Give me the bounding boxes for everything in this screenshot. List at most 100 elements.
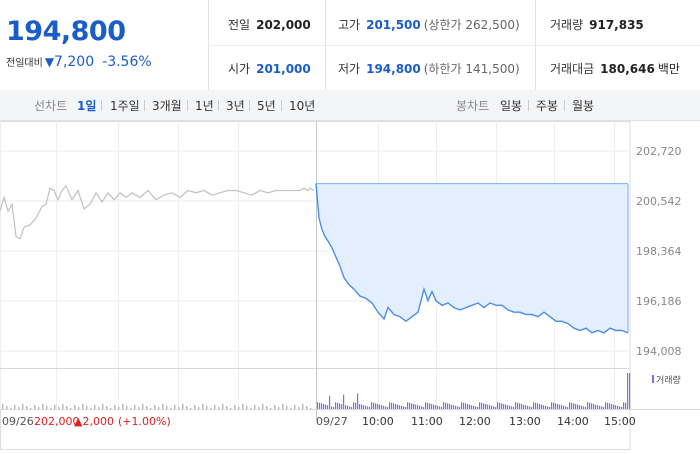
prev-volume-bar bbox=[102, 404, 104, 409]
tab-3m[interactable]: 3개월 bbox=[152, 99, 182, 113]
tab-1w[interactable]: 1주일 bbox=[110, 99, 140, 113]
today-volume-bar bbox=[533, 402, 535, 409]
today-volume-bar bbox=[489, 405, 491, 409]
today-volume-bar bbox=[587, 402, 589, 409]
tab-1y[interactable]: 1년 bbox=[195, 99, 214, 113]
today-volume-bar bbox=[417, 405, 419, 409]
today-volume-bar bbox=[365, 405, 367, 409]
tab-separator bbox=[218, 100, 219, 111]
today-volume-bar bbox=[413, 404, 415, 409]
today-volume-bar bbox=[457, 406, 459, 409]
today-volume-bar bbox=[329, 395, 331, 409]
today-volume-bar bbox=[395, 404, 397, 409]
today-volume-bar bbox=[439, 406, 441, 409]
tab-daily[interactable]: 일봉 bbox=[500, 99, 523, 113]
today-volume-bar bbox=[613, 404, 615, 409]
today-volume-bar bbox=[589, 402, 591, 409]
prev-volume-bar bbox=[278, 407, 280, 409]
today-volume-bar bbox=[471, 405, 473, 409]
today-volume-bar bbox=[367, 406, 369, 409]
prev-volume-bar bbox=[138, 407, 140, 409]
today-volume-bar bbox=[537, 403, 539, 409]
today-volume-bar bbox=[491, 405, 493, 409]
prev-volume-bar bbox=[150, 408, 152, 409]
change-label: 전일대비 bbox=[6, 58, 43, 69]
today-volume-bar bbox=[567, 407, 569, 409]
today-volume-bar bbox=[337, 402, 339, 409]
today-volume-bar bbox=[503, 404, 505, 409]
today-volume-bar bbox=[391, 402, 393, 409]
today-volume-bar bbox=[575, 404, 577, 409]
today-volume-bar bbox=[349, 406, 351, 409]
today-volume-bar bbox=[427, 402, 429, 409]
price-box: 194,800 전일대비 ▼7,200 -3.56% bbox=[0, 0, 209, 90]
today-volume-bar bbox=[541, 404, 543, 409]
stat-high: 고가 201,500 (상한가 262,500) bbox=[338, 18, 520, 32]
today-volume-bar bbox=[549, 407, 551, 409]
prev-volume-bar bbox=[18, 407, 20, 409]
today-volume-bar bbox=[581, 405, 583, 409]
prev-volume-bar bbox=[306, 406, 308, 409]
today-volume-bar bbox=[521, 404, 523, 409]
today-volume-bar bbox=[325, 404, 327, 409]
prev-volume-bar bbox=[166, 406, 168, 409]
y-tick-label: 196,186 bbox=[636, 295, 682, 308]
tab-1d[interactable]: 1일 bbox=[77, 99, 97, 113]
tab-3y[interactable]: 3년 bbox=[226, 99, 245, 113]
today-volume-bar bbox=[377, 404, 379, 409]
prev-volume-bar bbox=[206, 406, 208, 409]
prev-volume-bar bbox=[214, 405, 216, 409]
today-volume-bar bbox=[353, 402, 355, 409]
today-volume-bar bbox=[389, 402, 391, 409]
y-tick-label: 198,364 bbox=[636, 245, 682, 258]
today-volume-bar bbox=[441, 407, 443, 409]
prev-volume-bar bbox=[78, 407, 80, 409]
tab-5y[interactable]: 5년 bbox=[257, 99, 276, 113]
time-tick-label: 10:00 bbox=[362, 415, 394, 428]
candle-chart-label: 봉차트 bbox=[456, 99, 490, 113]
prev-volume-bar bbox=[238, 407, 240, 409]
prev-volume-bar bbox=[22, 404, 24, 409]
today-volume-bar bbox=[465, 403, 467, 409]
today-volume-bar bbox=[579, 405, 581, 409]
prev-volume-bar bbox=[266, 406, 268, 409]
prev-volume-bar bbox=[26, 406, 28, 409]
prev-volume-bar bbox=[142, 404, 144, 409]
today-volume-bar bbox=[545, 405, 547, 409]
tab-monthly[interactable]: 월봉 bbox=[572, 99, 595, 113]
prev-volume-bar bbox=[70, 408, 72, 409]
prev-volume-bar bbox=[122, 404, 124, 409]
change-percent: -3.56% bbox=[102, 54, 152, 70]
tab-separator bbox=[144, 100, 145, 111]
prev-volume-bar bbox=[302, 404, 304, 409]
today-volume-bar bbox=[519, 403, 521, 409]
tab-weekly[interactable]: 주봉 bbox=[536, 99, 559, 113]
prev-volume-bar bbox=[274, 405, 276, 409]
today-volume-bar bbox=[453, 405, 455, 409]
down-arrow-icon: ▼ bbox=[44, 55, 55, 69]
prev-change-label: ▲2,000 bbox=[74, 415, 114, 428]
prev-volume-bar bbox=[270, 408, 272, 409]
prev-volume-bar bbox=[146, 406, 148, 409]
today-volume-bar bbox=[569, 402, 571, 409]
today-volume-bar bbox=[623, 402, 625, 409]
chart-period-tabs: 선차트 1일 1주일 3개월 1년 3년 5년 10년 봉차트 일봉 주봉 월봉 bbox=[0, 90, 700, 121]
prev-volume-bar bbox=[58, 407, 60, 409]
today-volume-bar bbox=[603, 407, 605, 409]
prev-volume-bar bbox=[234, 405, 236, 409]
today-volume-bar bbox=[361, 404, 363, 409]
tab-separator bbox=[249, 100, 250, 111]
today-volume-bar bbox=[629, 373, 631, 409]
today-volume-bar bbox=[429, 403, 431, 409]
prev-volume-bar bbox=[294, 405, 296, 409]
today-volume-bar bbox=[487, 404, 489, 409]
today-volume-bar bbox=[597, 405, 599, 409]
today-volume-bar bbox=[607, 402, 609, 409]
today-volume-bar bbox=[379, 404, 381, 409]
today-volume-bar bbox=[599, 405, 601, 409]
today-volume-bar bbox=[403, 406, 405, 409]
tab-10y[interactable]: 10년 bbox=[289, 99, 316, 113]
today-volume-bar bbox=[351, 407, 353, 409]
prev-volume-bar bbox=[170, 408, 172, 409]
prev-volume-bar bbox=[90, 408, 92, 409]
